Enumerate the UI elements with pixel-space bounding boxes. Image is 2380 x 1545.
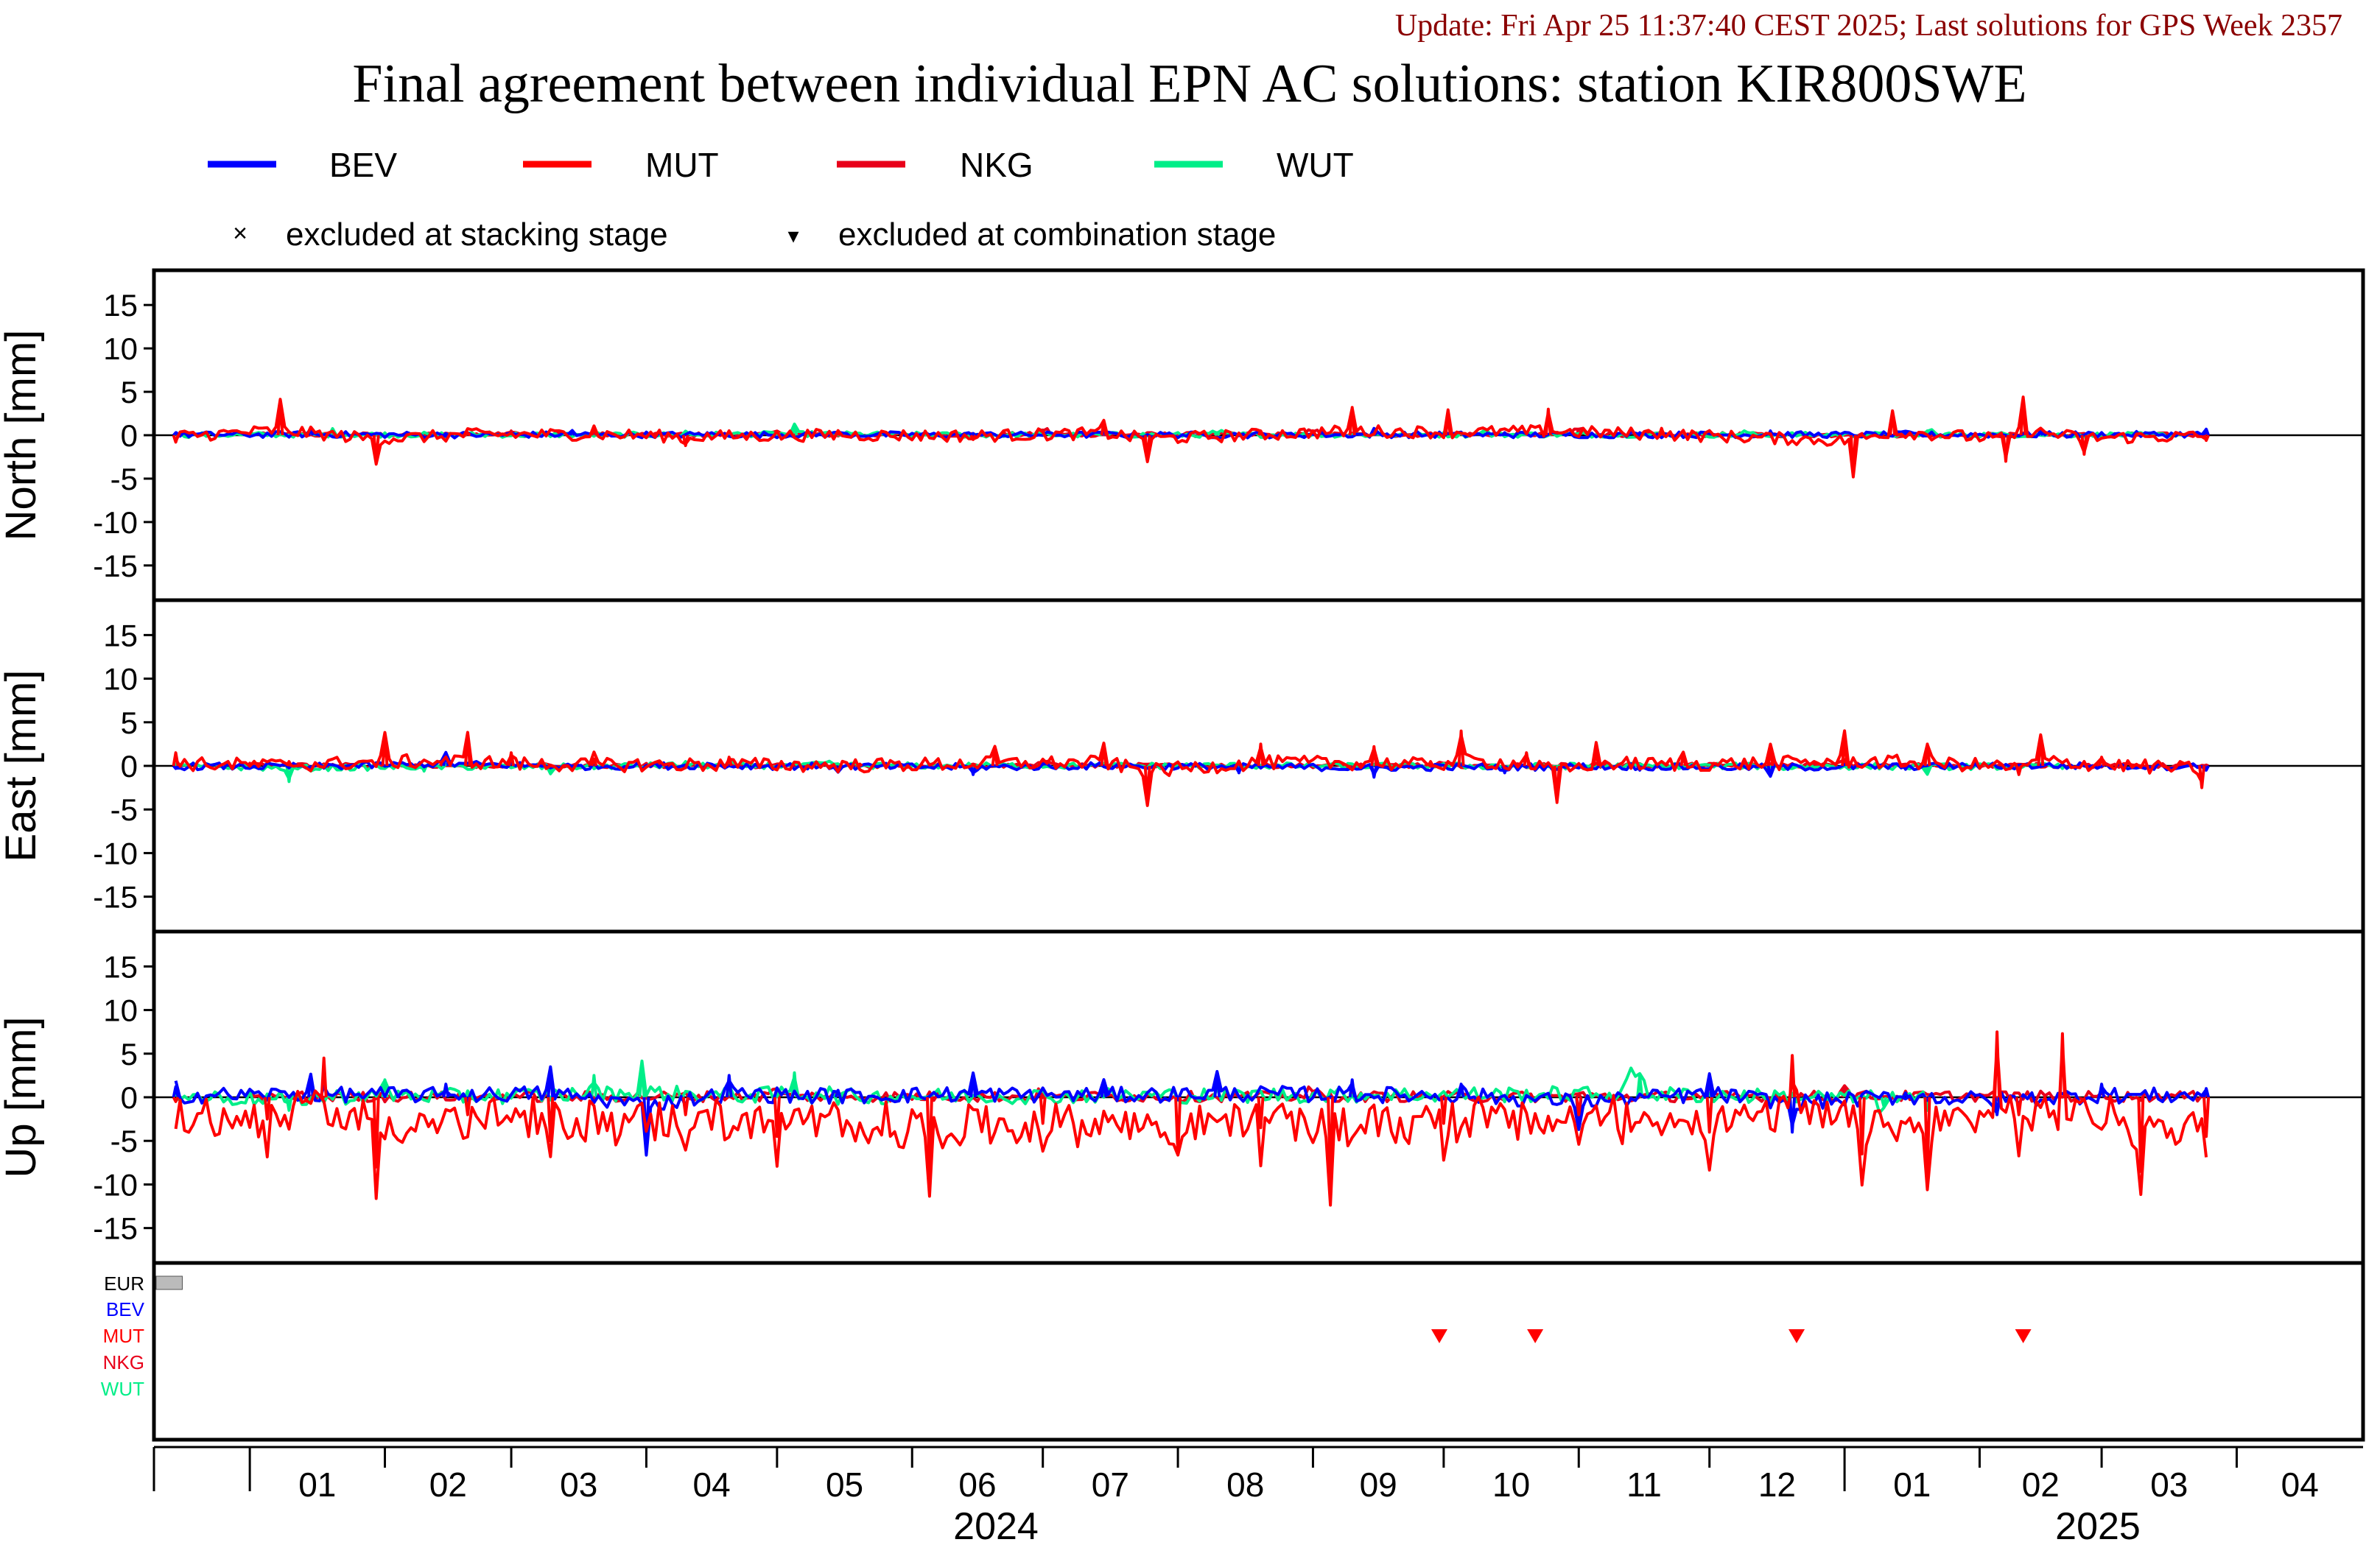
month-label: 02	[429, 1465, 467, 1504]
month-label: 06	[958, 1465, 996, 1504]
combination-excluded-marker	[1788, 1329, 1805, 1343]
month-label: 08	[1226, 1465, 1264, 1504]
eur-exclusion-marker	[155, 1275, 183, 1290]
y-tick-label: 0	[121, 749, 138, 784]
excl-label-nkg: NKG	[103, 1351, 144, 1373]
month-label: 01	[298, 1465, 336, 1504]
exclusion-panel-frame	[152, 1261, 2365, 1442]
legend: BEV MUT NKG WUT × excluded at stacking s…	[208, 146, 1354, 253]
legend-item-wut: WUT	[1154, 146, 1354, 184]
x-axis: 2024 2025 01 02 03 04 05 06 07 08 09 10 11 12 01 02 03…	[152, 1446, 2363, 1545]
series-line-up-mut	[172, 1030, 2211, 1207]
y-tick-label: -15	[93, 549, 138, 583]
y-tick-label: 0	[121, 418, 138, 453]
legend-item-nkg: NKG	[837, 146, 1033, 184]
y-tick-label: 5	[121, 375, 138, 409]
month-label: 07	[1092, 1465, 1129, 1504]
month-label: 01	[1893, 1465, 1931, 1504]
y-tick-label: -15	[93, 1211, 138, 1246]
month-label: 09	[1360, 1465, 1397, 1504]
ylabel-up: Up [mm]	[0, 1016, 45, 1178]
series-line-up-bev	[172, 1065, 2211, 1157]
excl-label-eur: EUR	[104, 1273, 144, 1295]
legend-label-mut: MUT	[645, 146, 719, 184]
combination-marker-icon: ▾	[787, 224, 798, 248]
y-tick-label: -10	[93, 836, 138, 870]
y-tick-label: 15	[103, 618, 138, 652]
combination-excluded-marker	[1527, 1329, 1544, 1343]
ylabel-north: North [mm]	[0, 330, 45, 541]
y-tick-label: -5	[110, 462, 138, 496]
month-label: 05	[826, 1465, 863, 1504]
y-tick-label: 5	[121, 705, 138, 740]
y-tick-label: 10	[103, 331, 138, 366]
chart-title: Final agreement between individual EPN A…	[352, 54, 2026, 114]
month-label: 03	[2150, 1465, 2188, 1504]
y-tick-label: 15	[103, 949, 138, 984]
series-line-north-mut	[172, 395, 2210, 479]
y-tick-label: 5	[121, 1037, 138, 1071]
panel-east: East [mm] 15 10 5 0 -5 -10 -15	[0, 598, 2365, 934]
excl-label-wut: WUT	[101, 1378, 144, 1400]
year-label-2025: 2025	[2055, 1505, 2141, 1545]
legend-label-wut: WUT	[1277, 146, 1354, 184]
month-label: 12	[1758, 1465, 1796, 1504]
excl-label-bev: BEV	[106, 1298, 145, 1320]
panel-up: Up [mm] 15 10 5 0 -5 -10 -15	[0, 929, 2365, 1265]
y-tick-label: -10	[93, 1167, 138, 1202]
month-label: 04	[693, 1465, 731, 1504]
series-line-up-wut	[172, 1059, 1931, 1115]
legend-item-bev: BEV	[208, 146, 397, 184]
y-tick-label: 10	[103, 993, 138, 1028]
stacking-marker-icon: ×	[233, 219, 248, 247]
y-tick-label: -10	[93, 505, 138, 540]
month-label: 11	[1626, 1465, 1662, 1504]
excl-label-mut: MUT	[103, 1325, 144, 1347]
y-tick-label: 15	[103, 288, 138, 323]
month-label: 02	[2022, 1465, 2060, 1504]
legend-item-mut: MUT	[523, 146, 719, 184]
y-tick-label: 10	[103, 662, 138, 697]
panel-north: North [mm] 15 10 5 0 -5 -10 -15	[0, 268, 2365, 602]
month-label: 10	[1492, 1465, 1530, 1504]
legend-label-bev: BEV	[329, 146, 397, 184]
legend-stacking-label: excluded at stacking stage	[286, 217, 668, 253]
combination-excluded-marker	[2015, 1329, 2032, 1343]
series-line-east-mut	[172, 729, 2206, 807]
year-label-2024: 2024	[953, 1505, 1039, 1545]
y-tick-label: -15	[93, 880, 138, 915]
y-tick-label: -5	[110, 1124, 138, 1158]
ylabel-east: East [mm]	[0, 669, 45, 862]
combination-excluded-marker	[1431, 1329, 1447, 1343]
legend-combination-label: excluded at combination stage	[838, 217, 1276, 253]
y-tick-label: -5	[110, 792, 138, 827]
panel-exclusions: EUR BEV MUT NKG WUT	[101, 1261, 2365, 1442]
y-tick-label: 0	[121, 1080, 138, 1115]
update-text: Update: Fri Apr 25 11:37:40 CEST 2025; L…	[1395, 9, 2342, 43]
legend-label-nkg: NKG	[960, 146, 1033, 184]
month-label: 04	[2281, 1465, 2319, 1504]
month-label: 03	[560, 1465, 597, 1504]
